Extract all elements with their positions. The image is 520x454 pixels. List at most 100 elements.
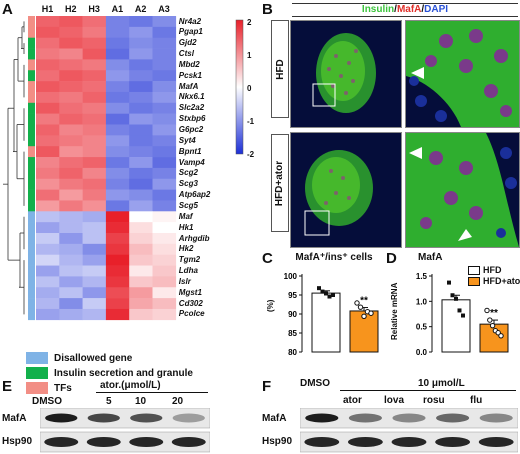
legend-item: HFD bbox=[468, 265, 520, 275]
heatmap-cell bbox=[82, 135, 107, 147]
annotation-bar bbox=[28, 16, 35, 321]
heatmap-cell bbox=[105, 146, 130, 158]
legend-swatch-hfd bbox=[468, 265, 480, 275]
annotation-cell bbox=[28, 102, 35, 114]
band-hsp90 bbox=[44, 437, 79, 447]
annotation-cell bbox=[28, 167, 35, 180]
heatmap-cell bbox=[152, 254, 177, 266]
chart-d-legend: HFD HFD+ator bbox=[468, 265, 520, 286]
y-tick-label: 1.5 bbox=[416, 272, 428, 281]
heatmap-cell bbox=[36, 48, 60, 60]
row-label-hfd-ator: HFD+ator bbox=[271, 134, 289, 232]
heatmap-cell bbox=[129, 243, 153, 255]
colorbar-tick-label: 1 bbox=[247, 51, 252, 60]
heatmap-cell bbox=[152, 26, 177, 38]
heatmap-cell bbox=[152, 81, 177, 93]
gene-label: Vamp4 bbox=[178, 157, 205, 167]
heatmap-cell bbox=[105, 16, 130, 28]
lane-label: flu bbox=[470, 395, 483, 406]
heatmap-cell bbox=[129, 189, 153, 201]
gene-label: Cd302 bbox=[178, 298, 203, 308]
heatmap-cell bbox=[105, 113, 130, 125]
y-tick-label: 100 bbox=[284, 272, 298, 281]
gene-label: Syt4 bbox=[178, 135, 196, 145]
heatmap-cell bbox=[36, 37, 60, 49]
heatmap-cell bbox=[129, 287, 153, 299]
legend-swatch-insulin bbox=[26, 367, 48, 379]
lane-label: lova bbox=[384, 395, 405, 406]
heatmap-cell bbox=[82, 308, 107, 321]
data-point bbox=[484, 307, 490, 314]
annotation-cell bbox=[28, 26, 35, 38]
band-hsp90 bbox=[86, 437, 121, 447]
gene-label: Ldha bbox=[178, 266, 198, 276]
band-hsp90 bbox=[478, 437, 514, 447]
band-mafa bbox=[392, 413, 426, 423]
arrowhead-icon bbox=[409, 147, 422, 159]
heatmap-cell bbox=[105, 59, 130, 71]
colorbar-tick-label: 2 bbox=[247, 18, 252, 27]
y-tick-label: 95 bbox=[288, 291, 297, 300]
data-point bbox=[357, 304, 364, 310]
heatmap-cell bbox=[129, 48, 153, 60]
data-point bbox=[457, 308, 462, 313]
heatmap-cell bbox=[129, 16, 153, 28]
heatmap-cell bbox=[105, 233, 130, 245]
chart-d: 1.5 1.0 0.5 0.0 ** bbox=[416, 272, 509, 357]
data-point bbox=[317, 286, 321, 291]
heatmap-cell bbox=[105, 81, 130, 93]
heatmap-cell bbox=[105, 91, 130, 104]
heatmap-cell bbox=[59, 222, 83, 234]
heatmap-cell bbox=[105, 287, 130, 299]
heatmap-cell bbox=[36, 59, 60, 71]
heatmap-cell bbox=[105, 189, 130, 201]
gene-label: Islr bbox=[178, 276, 191, 286]
heatmap-cell bbox=[59, 178, 83, 190]
heatmap-cell bbox=[129, 26, 153, 38]
data-point bbox=[447, 280, 451, 285]
heatmap-cell bbox=[129, 70, 153, 82]
gene-label: Maf bbox=[178, 211, 193, 221]
blot-row-label: Hsp90 bbox=[262, 436, 293, 447]
row-label-hfd: HFD bbox=[271, 20, 289, 118]
heatmap-cell bbox=[36, 308, 60, 321]
heatmap-cell bbox=[129, 298, 153, 310]
blot-row-label: Hsp90 bbox=[2, 436, 33, 447]
heatmap-cell bbox=[152, 70, 177, 82]
row-label-text: HFD bbox=[274, 58, 286, 80]
heatmap-cell bbox=[152, 265, 177, 277]
heatmap-cell bbox=[82, 178, 107, 190]
data-point bbox=[320, 289, 325, 294]
heatmap-cell bbox=[105, 308, 130, 321]
heatmap-cell bbox=[105, 26, 130, 38]
gene-label: Slc2a2 bbox=[178, 103, 205, 113]
heatmap-cell bbox=[59, 254, 83, 266]
y-tick-label: 0.0 bbox=[416, 348, 428, 357]
data-point bbox=[331, 293, 335, 297]
band-mafa bbox=[172, 413, 205, 423]
heatmap-cell bbox=[82, 276, 107, 288]
heatmap-cell bbox=[36, 91, 60, 104]
heatmap-column-label: A3 bbox=[158, 4, 170, 14]
annotation-cell bbox=[28, 265, 35, 277]
heatmap-cell bbox=[129, 200, 153, 212]
heatmap-cell bbox=[105, 135, 130, 147]
band-mafa bbox=[479, 413, 513, 423]
gene-label: Ctsl bbox=[178, 49, 194, 59]
heatmap-cell bbox=[129, 276, 153, 288]
heatmap-column-label: A2 bbox=[134, 4, 147, 14]
heatmap-cell bbox=[59, 81, 83, 93]
heatmap-cell bbox=[59, 59, 83, 71]
heatmap-cell bbox=[59, 167, 83, 180]
heatmap-cell bbox=[82, 37, 107, 49]
legend-swatch-disallowed bbox=[26, 352, 48, 364]
heatmap-column-label: A1 bbox=[111, 4, 124, 14]
heatmap-cell bbox=[82, 48, 107, 60]
data-point bbox=[498, 333, 504, 339]
heatmap-cell bbox=[59, 298, 83, 310]
heatmap-cell bbox=[129, 178, 153, 190]
blot-e-unit: ator.(μmol/L) bbox=[100, 380, 161, 391]
gene-label: Scg3 bbox=[178, 179, 198, 189]
legend-swatch-hfd-ator bbox=[468, 276, 480, 286]
band-hsp90 bbox=[391, 437, 427, 447]
